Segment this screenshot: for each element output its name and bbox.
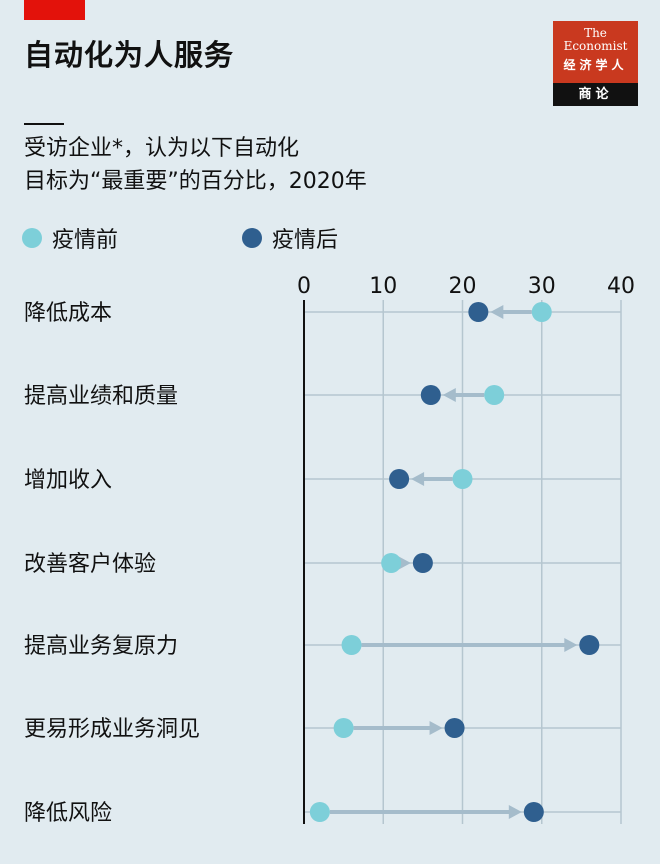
- page-title: 自动化为人服务: [24, 38, 235, 72]
- dot-after: [389, 469, 410, 489]
- brand-bar: [24, 0, 85, 20]
- logo-text: The: [584, 26, 607, 40]
- category-label: 降低风险: [24, 801, 112, 826]
- x-tick-label: 0: [297, 274, 311, 299]
- arrow-head: [397, 556, 411, 570]
- logo-text: 商论: [553, 83, 638, 106]
- category-label: 增加收入: [24, 468, 112, 493]
- dot-before: [531, 302, 552, 322]
- dot-before: [341, 635, 362, 655]
- category-label: 提高业绩和质量: [24, 384, 178, 409]
- category-label: 降低成本: [24, 301, 112, 326]
- x-tick-label: 30: [528, 274, 556, 299]
- dot-after: [523, 802, 544, 822]
- dot-before: [452, 469, 473, 489]
- legend-before: 疫情前: [22, 222, 118, 254]
- chart-subtitle: 受访企业*，认为以下自动化 目标为“最重要”的百分比，2020年: [24, 132, 367, 198]
- dot-before: [381, 553, 402, 573]
- legend-label: 疫情后: [272, 228, 339, 253]
- dot-before: [333, 718, 354, 738]
- category-label: 更易形成业务洞见: [24, 717, 200, 742]
- economist-logo: The Economist 经济学人 商论: [553, 21, 638, 106]
- dot-after: [420, 385, 441, 405]
- divider: [24, 123, 64, 125]
- dot-after: [412, 553, 433, 573]
- x-tick-label: 40: [607, 274, 635, 299]
- arrow-head: [490, 305, 504, 319]
- arrow-head: [508, 805, 522, 819]
- legend-dot-before: [22, 228, 42, 248]
- legend-label: 疫情前: [52, 228, 119, 253]
- logo-text: Economist: [563, 39, 628, 53]
- category-label: 提高业务复原力: [24, 634, 178, 659]
- x-tick-label: 10: [369, 274, 397, 299]
- dot-before: [309, 802, 330, 822]
- arrow-head: [564, 638, 578, 652]
- x-tick-label: 20: [449, 274, 477, 299]
- dot-after: [579, 635, 600, 655]
- arrow-head: [442, 388, 456, 402]
- dot-before: [484, 385, 505, 405]
- category-label: 改善客户体验: [24, 552, 156, 577]
- subtitle-line: 目标为“最重要”的百分比，2020年: [24, 169, 367, 194]
- dot-after: [468, 302, 489, 322]
- logo-text: 经济学人: [563, 58, 628, 72]
- legend-dot-after: [242, 228, 262, 248]
- legend-after: 疫情后: [242, 222, 338, 254]
- arrow-head: [411, 472, 425, 486]
- arrow-head: [429, 721, 443, 735]
- subtitle-line: 受访企业*，认为以下自动化: [24, 136, 300, 161]
- dot-after: [444, 718, 465, 738]
